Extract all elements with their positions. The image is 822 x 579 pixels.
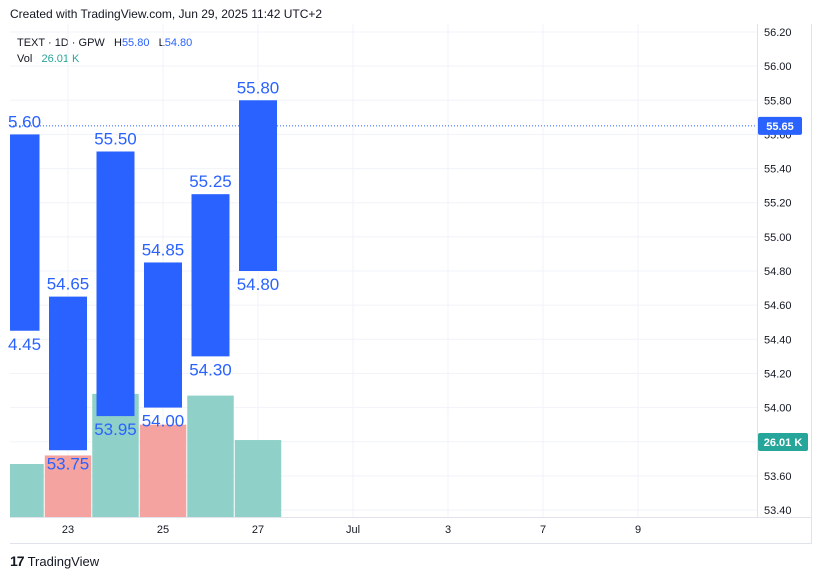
bar-high-label: 54.65 (47, 275, 90, 294)
bar-low-label: 54.30 (189, 360, 232, 379)
y-tick-label: 54.00 (764, 403, 792, 415)
y-tick-label: 55.20 (764, 198, 792, 210)
y-tick-label: 56.00 (764, 61, 792, 73)
bar-low-label: 4.45 (8, 335, 41, 354)
chart-footer: 17 TradingView (10, 553, 99, 569)
bar-high-label: 55.80 (237, 78, 280, 97)
price-bar (239, 100, 277, 272)
volume-bar (139, 424, 187, 517)
volume-bar (187, 395, 234, 517)
y-tick-label: 54.60 (764, 300, 792, 312)
symbol-legend: TEXT · 1D · GPW H55.80 L54.80 Vol 26.01 … (17, 35, 192, 67)
y-tick-label: 54.40 (764, 334, 792, 346)
price-bar (10, 134, 40, 331)
bar-high-label: 54.85 (142, 240, 185, 259)
axis-badges: 55.65 26.01 K (758, 116, 808, 451)
last-price-badge-text: 55.65 (766, 121, 794, 133)
y-tick-label: 54.80 (764, 266, 792, 278)
bar-low-label: 53.75 (47, 454, 90, 473)
price-bar (49, 296, 87, 451)
bar-high-label: 55.25 (189, 172, 232, 191)
y-tick-label: 55.00 (764, 232, 792, 244)
high-value: 55.80 (121, 37, 150, 49)
symbol-name[interactable]: TEXT · 1D · GPW (17, 37, 105, 49)
bar-high-label: 5.60 (8, 112, 41, 131)
price-bar (191, 194, 230, 357)
volume-label[interactable]: Vol (17, 53, 33, 65)
high-label: H (113, 37, 122, 49)
chart-header: Created with TradingView.com, Jun 29, 20… (10, 7, 322, 21)
low-label: L (158, 37, 165, 49)
bar-high-label: 55.50 (94, 130, 137, 149)
x-tick-label: 7 (540, 524, 546, 536)
x-tick-label: 9 (635, 524, 641, 536)
x-tick-label: 25 (157, 524, 169, 536)
bar-low-label: 54.80 (237, 275, 280, 294)
price-bars (10, 100, 277, 451)
volume-bar (10, 463, 44, 517)
price-legend-row: TEXT · 1D · GPW H55.80 L54.80 (17, 35, 192, 51)
bar-low-label: 53.95 (94, 420, 137, 439)
volume-value: 26.01 K (41, 53, 80, 65)
x-tick-label: 23 (62, 524, 74, 536)
volume-bar (234, 440, 282, 517)
y-tick-label: 53.40 (764, 505, 792, 517)
y-tick-label: 55.40 (764, 164, 792, 176)
brand-name[interactable]: TradingView (27, 553, 100, 569)
y-tick-label: 55.80 (764, 95, 792, 107)
x-tick-label: Jul (346, 524, 360, 536)
y-tick-label: 56.20 (764, 27, 792, 39)
x-tick-label: 3 (445, 524, 451, 536)
tradingview-logo-icon[interactable]: 17 (10, 553, 25, 569)
y-tick-label: 53.60 (764, 471, 792, 483)
created-with-text: Created with TradingView.com, Jun 29, 20… (10, 7, 323, 21)
volume-legend-row: Vol 26.01 K (17, 51, 192, 67)
last-price-badge (758, 116, 802, 135)
price-bar (96, 151, 135, 417)
volume-badge (758, 433, 808, 451)
volume-bar (44, 455, 92, 517)
bar-low-label: 54.00 (142, 412, 185, 431)
volume-badge-text: 26.01 K (764, 437, 803, 449)
bar-value-labels: 5.60 4.45 54.65 53.75 55.50 53.95 54.85 54.00 55… (8, 78, 279, 473)
price-bar (144, 262, 182, 408)
y-tick-label: 54.20 (764, 368, 792, 380)
x-tick-label: 27 (252, 524, 264, 536)
time-axis[interactable]: 23 25 27 Jul 3 7 9 (62, 524, 641, 536)
low-value: 54.80 (164, 37, 193, 49)
